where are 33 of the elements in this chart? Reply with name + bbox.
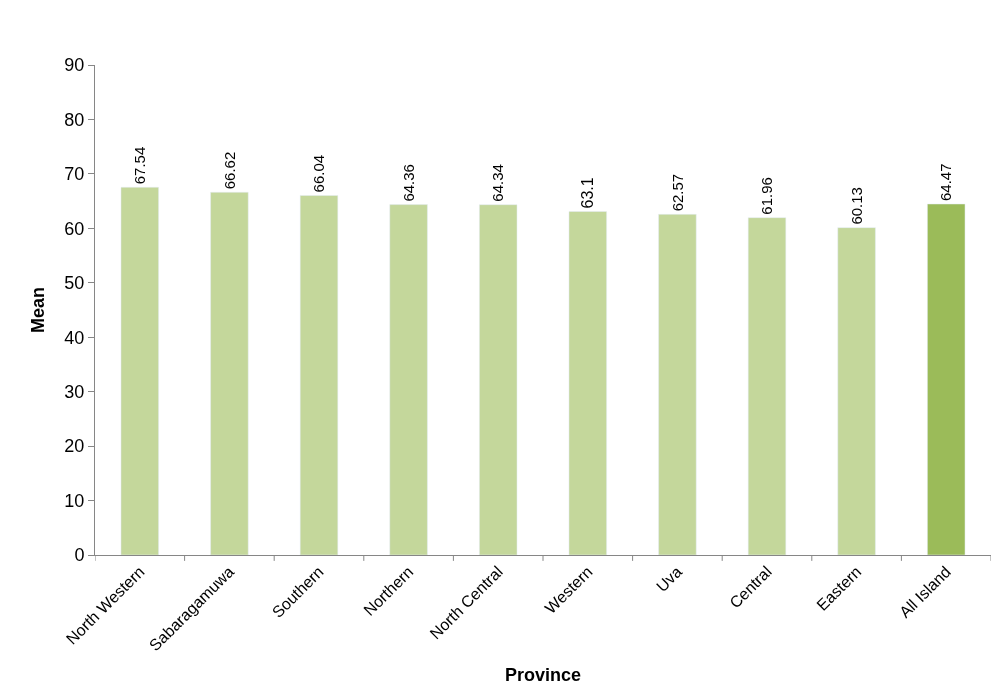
y-tick-label: 50 — [64, 273, 85, 294]
bar — [120, 187, 159, 555]
y-tick-label: 10 — [64, 490, 85, 511]
y-tick-label: 60 — [64, 218, 85, 239]
y-tick-label: 40 — [64, 327, 85, 348]
bar — [747, 217, 787, 555]
y-tick-label: 30 — [64, 381, 85, 402]
y-tick-label: 80 — [64, 109, 85, 130]
data-label: 62.57 — [668, 173, 686, 212]
data-label: 61.96 — [758, 177, 776, 215]
bar — [568, 211, 607, 555]
data-label: 67.54 — [130, 146, 148, 185]
data-label: 64.36 — [399, 164, 417, 202]
y-axis-title: Mean — [27, 286, 48, 334]
bar — [210, 192, 249, 555]
bar — [299, 195, 339, 555]
y-tick-label: 70 — [64, 164, 85, 185]
data-label: 60.13 — [847, 187, 865, 225]
data-label: 63.1 — [579, 177, 597, 209]
data-label: 64.47 — [937, 163, 955, 201]
x-axis-title: Province — [504, 665, 582, 686]
bar — [927, 203, 966, 555]
bar — [837, 227, 876, 555]
y-tick-label: 0 — [74, 545, 85, 566]
bar — [479, 204, 518, 555]
data-label: 64.34 — [489, 164, 507, 202]
x-tick-label: Uva — [653, 562, 686, 596]
bar — [658, 214, 697, 555]
y-tick-label: 90 — [64, 55, 85, 76]
y-tick-label: 20 — [64, 436, 85, 457]
data-label: 66.04 — [310, 154, 328, 193]
data-label: 66.62 — [220, 151, 238, 190]
bar — [389, 204, 428, 555]
